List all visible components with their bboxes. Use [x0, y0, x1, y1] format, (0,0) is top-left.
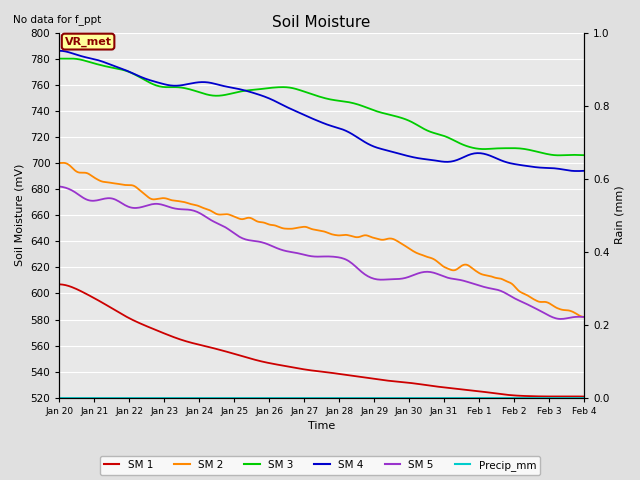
SM 2	[492, 275, 500, 281]
SM 4	[484, 152, 492, 158]
Line: SM 2: SM 2	[60, 163, 584, 317]
Precip_mm	[56, 395, 63, 401]
Precip_mm	[350, 395, 358, 401]
SM 3	[555, 153, 563, 158]
SM 2	[214, 211, 221, 217]
Line: SM 1: SM 1	[60, 284, 584, 396]
SM 4	[350, 132, 358, 138]
X-axis label: Time: Time	[308, 421, 335, 432]
Precip_mm	[61, 395, 69, 401]
SM 2	[56, 160, 63, 166]
SM 4	[574, 168, 582, 174]
Y-axis label: Soil Moisture (mV): Soil Moisture (mV)	[15, 164, 25, 266]
SM 2	[486, 273, 494, 279]
SM 2	[63, 161, 71, 167]
SM 5	[484, 285, 492, 291]
SM 4	[56, 48, 63, 54]
SM 1	[491, 390, 499, 396]
SM 1	[61, 282, 69, 288]
Precip_mm	[484, 395, 492, 401]
SM 2	[580, 314, 588, 320]
SM 3	[61, 56, 69, 61]
SM 2	[351, 234, 359, 240]
SM 5	[212, 220, 220, 226]
SM 3	[492, 145, 500, 151]
SM 3	[56, 56, 63, 61]
Text: No data for f_ppt: No data for f_ppt	[13, 14, 101, 25]
SM 5	[580, 314, 588, 320]
Precip_mm	[580, 395, 588, 401]
SM 2	[173, 198, 180, 204]
SM 3	[173, 84, 180, 90]
Title: Soil Moisture: Soil Moisture	[273, 15, 371, 30]
Line: SM 4: SM 4	[60, 51, 584, 171]
SM 4	[491, 155, 499, 160]
SM 4	[580, 168, 588, 174]
SM 1	[212, 346, 220, 352]
SM 4	[172, 83, 179, 89]
SM 5	[491, 286, 499, 292]
SM 3	[486, 146, 494, 152]
SM 3	[351, 101, 359, 107]
SM 1	[484, 390, 492, 396]
SM 5	[172, 206, 179, 212]
SM 5	[61, 185, 69, 191]
SM 3	[65, 56, 72, 61]
Precip_mm	[172, 395, 179, 401]
SM 1	[350, 373, 358, 379]
SM 3	[580, 152, 588, 158]
Line: SM 3: SM 3	[60, 59, 584, 156]
Precip_mm	[212, 395, 220, 401]
Y-axis label: Rain (mm): Rain (mm)	[615, 186, 625, 244]
Line: SM 5: SM 5	[60, 187, 584, 319]
SM 1	[56, 281, 63, 287]
SM 5	[557, 316, 564, 322]
SM 1	[580, 394, 588, 399]
SM 4	[212, 81, 220, 87]
Precip_mm	[491, 395, 499, 401]
SM 3	[214, 93, 221, 98]
Legend: SM 1, SM 2, SM 3, SM 4, SM 5, Precip_mm: SM 1, SM 2, SM 3, SM 4, SM 5, Precip_mm	[100, 456, 540, 475]
Text: VR_met: VR_met	[65, 36, 111, 47]
SM 4	[61, 48, 69, 54]
SM 5	[56, 184, 63, 190]
SM 1	[172, 335, 179, 340]
SM 2	[59, 160, 67, 166]
SM 5	[350, 262, 358, 268]
